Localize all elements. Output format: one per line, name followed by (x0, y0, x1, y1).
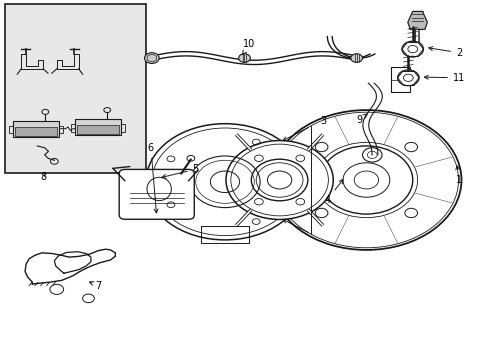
Bar (75, 119, 121, 135)
Circle shape (238, 54, 250, 62)
Text: 2: 2 (428, 46, 461, 58)
FancyBboxPatch shape (119, 170, 194, 219)
Polygon shape (407, 12, 427, 30)
Circle shape (350, 54, 362, 62)
Text: 6: 6 (147, 143, 158, 213)
Bar (9, 126, 13, 134)
Text: 10: 10 (242, 40, 255, 55)
Bar (4, 4, 146, 173)
Text: 11: 11 (424, 73, 464, 83)
Circle shape (401, 41, 423, 57)
Bar (77, 125, 119, 134)
Bar (59, 126, 63, 134)
Text: 9: 9 (356, 114, 367, 125)
Bar (71, 125, 75, 132)
Text: 7: 7 (95, 281, 101, 291)
Text: 1: 1 (455, 166, 461, 185)
Circle shape (271, 110, 461, 250)
Bar (13, 121, 59, 137)
Bar (15, 127, 57, 135)
Bar (390, 67, 409, 92)
Circle shape (144, 53, 159, 63)
Circle shape (397, 70, 418, 86)
Text: 4: 4 (324, 180, 343, 205)
Circle shape (225, 140, 332, 220)
Text: 3: 3 (319, 116, 325, 126)
Text: 8: 8 (41, 172, 46, 183)
Circle shape (146, 124, 304, 240)
Text: 5: 5 (162, 164, 199, 178)
Bar (121, 125, 125, 132)
